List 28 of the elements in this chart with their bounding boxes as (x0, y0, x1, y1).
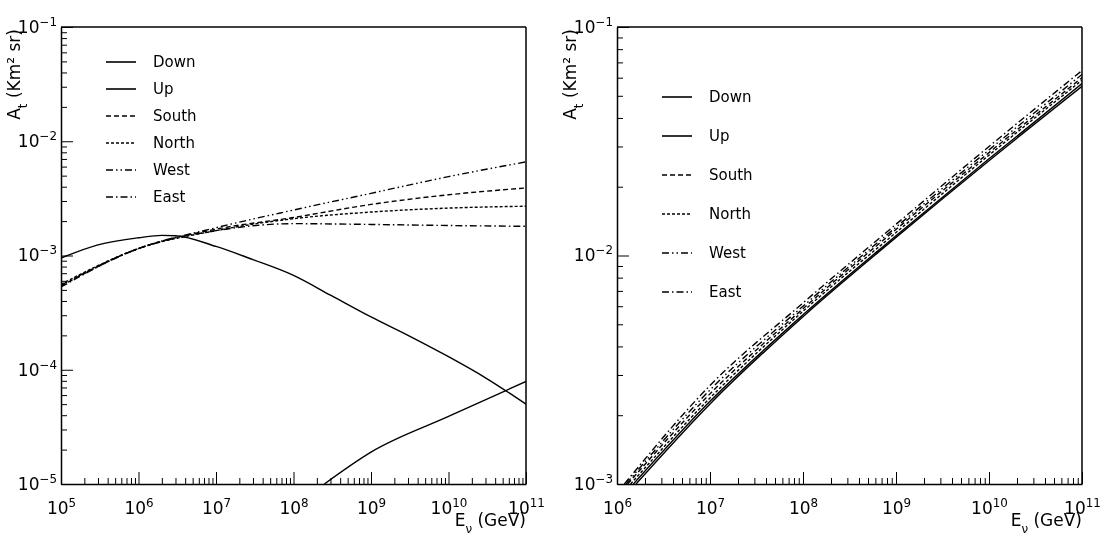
legend-label: Down (709, 88, 752, 107)
legend-label: South (153, 107, 197, 126)
legend-label: Up (709, 127, 730, 146)
legend-label: Down (153, 53, 196, 72)
legend-label: North (709, 205, 751, 224)
y-tick-label: 10$^{−5}$ (17, 471, 57, 494)
x-tick-label: 10$^{9}$ (881, 496, 912, 519)
legend-label: East (709, 283, 742, 302)
y-tick-label: 10$^{−3}$ (573, 471, 613, 494)
x-tick-label: 10$^{6}$ (602, 496, 633, 519)
x-tick-label: 10$^{7}$ (201, 496, 232, 519)
x-tick-label: 10$^{8}$ (279, 496, 309, 519)
legend-label: West (153, 161, 190, 180)
y-tick-label: 10$^{−2}$ (17, 129, 57, 152)
y-tick-label: 10$^{−2}$ (573, 243, 613, 266)
legend-label: East (153, 188, 186, 207)
x-tick-label: 10$^{10}$ (971, 496, 1008, 519)
x-tick-label: 10$^{6}$ (124, 496, 154, 519)
x-tick-label: 10$^{9}$ (356, 496, 387, 519)
y-tick-label: 10$^{−3}$ (17, 243, 57, 266)
x-tick-label: 10$^{7}$ (695, 496, 726, 519)
legend-label: North (153, 134, 195, 153)
legend-label: South (709, 166, 753, 185)
y-tick-label: 10$^{−4}$ (17, 357, 57, 380)
legend-label: Up (153, 80, 174, 99)
legend-label: West (709, 244, 746, 263)
x-tick-label: 10$^{8}$ (788, 496, 819, 519)
x-tick-label: 10$^{5}$ (46, 496, 77, 519)
